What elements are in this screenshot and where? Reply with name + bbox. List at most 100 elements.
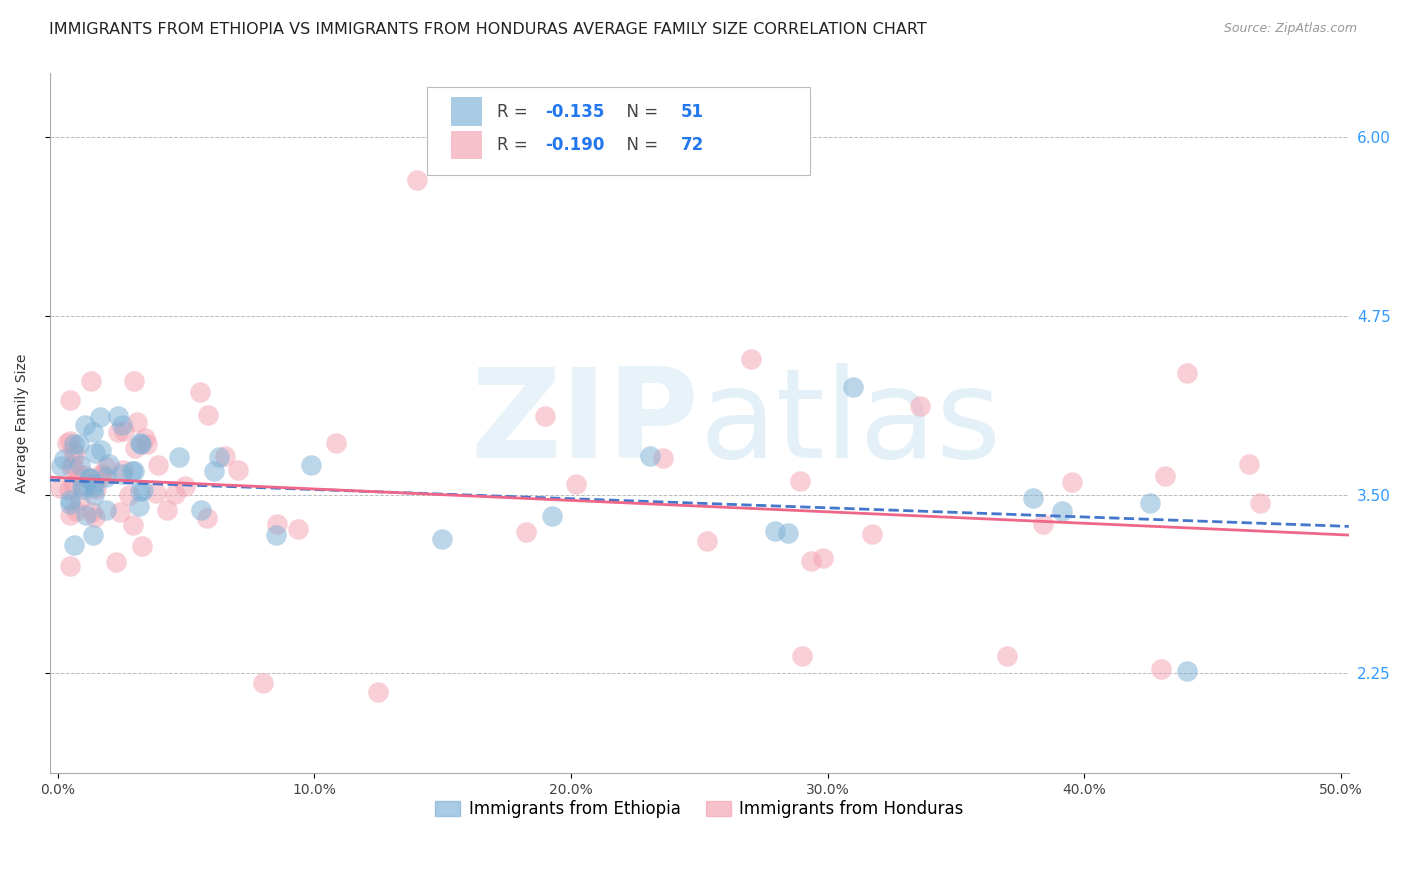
Point [90, 443, 112, 458]
Point [776, 525, 799, 540]
Point [111, 467, 134, 481]
Point [107, 425, 129, 439]
Point [651, 451, 673, 466]
Point [96, 460, 118, 475]
Text: -0.135: -0.135 [544, 103, 605, 120]
Point [83, 488, 105, 502]
Point [540, 508, 562, 523]
Point [80, 505, 103, 519]
Point [118, 488, 141, 502]
Point [145, 485, 167, 500]
Point [1060, 475, 1083, 490]
Point [765, 524, 787, 539]
Point [1237, 458, 1260, 472]
Point [638, 449, 661, 463]
Point [325, 436, 347, 450]
Point [367, 685, 389, 699]
Point [51, 458, 73, 473]
Point [127, 415, 149, 429]
Point [128, 483, 150, 498]
Point [79, 470, 101, 484]
Point [1139, 496, 1161, 510]
Point [59, 558, 82, 573]
Point [1050, 503, 1073, 517]
Point [75, 508, 97, 523]
Point [811, 550, 834, 565]
Point [789, 474, 811, 488]
Point [122, 517, 145, 532]
Point [266, 516, 288, 531]
Point [1175, 664, 1198, 678]
Point [214, 449, 236, 463]
Point [128, 499, 150, 513]
Text: N =: N = [616, 136, 664, 154]
Point [56, 436, 79, 450]
Point [195, 511, 218, 525]
Text: 72: 72 [681, 136, 704, 154]
Point [60, 460, 83, 475]
Point [59, 493, 82, 508]
Point [65, 504, 87, 518]
Point [52, 451, 75, 466]
Point [148, 458, 170, 472]
Point [124, 441, 146, 455]
Point [122, 465, 145, 479]
Point [62, 444, 84, 458]
Point [59, 497, 82, 511]
Text: 51: 51 [681, 103, 704, 120]
Point [842, 380, 865, 394]
Point [83, 480, 105, 494]
Point [252, 676, 274, 690]
Point [202, 465, 225, 479]
Point [107, 409, 129, 424]
Point [69, 458, 91, 472]
Point [49, 481, 72, 495]
Point [73, 468, 96, 483]
Point [995, 649, 1018, 664]
Point [122, 374, 145, 388]
Point [406, 173, 429, 187]
Point [82, 528, 104, 542]
Point [800, 553, 823, 567]
Point [72, 482, 94, 496]
Point [908, 399, 931, 413]
Point [69, 492, 91, 507]
Point [84, 510, 107, 524]
Point [59, 508, 82, 522]
Y-axis label: Average Family Size: Average Family Size [15, 353, 30, 493]
Point [62, 458, 84, 472]
Point [70, 479, 93, 493]
Point [132, 483, 155, 497]
Point [121, 464, 143, 478]
Point [58, 483, 80, 498]
Text: atlas: atlas [699, 363, 1001, 483]
Point [110, 417, 132, 432]
FancyBboxPatch shape [451, 131, 482, 159]
Point [63, 448, 86, 462]
Point [82, 425, 104, 439]
Point [790, 649, 813, 664]
Point [299, 458, 322, 473]
Point [131, 539, 153, 553]
Point [90, 467, 112, 481]
Point [96, 502, 118, 516]
FancyBboxPatch shape [426, 87, 810, 175]
Point [110, 505, 132, 519]
Point [1175, 366, 1198, 380]
Point [86, 483, 108, 497]
Point [134, 431, 156, 445]
Point [131, 437, 153, 451]
Text: Source: ZipAtlas.com: Source: ZipAtlas.com [1223, 22, 1357, 36]
Point [696, 533, 718, 548]
Point [129, 436, 152, 450]
Point [534, 409, 557, 423]
Point [1153, 469, 1175, 483]
Point [740, 351, 762, 366]
Point [197, 409, 219, 423]
Point [860, 527, 883, 541]
Point [135, 437, 157, 451]
Point [111, 463, 134, 477]
Point [188, 384, 211, 399]
Text: N =: N = [616, 103, 664, 120]
Point [112, 424, 135, 438]
